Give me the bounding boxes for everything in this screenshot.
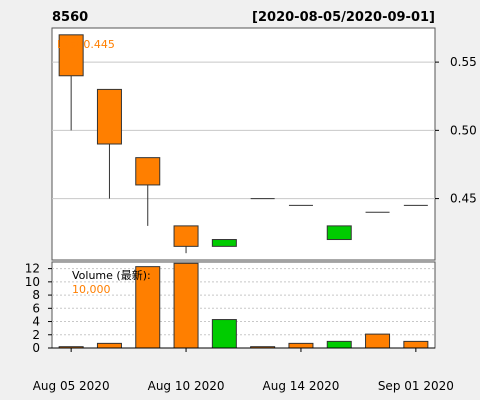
candle-body	[135, 157, 161, 186]
price-tick-label: 0.55	[450, 55, 477, 69]
x-tick-label: Aug 14 2020	[263, 379, 340, 393]
chart-date-range: [2020-08-05/2020-09-01]	[252, 10, 435, 25]
volume-tick-label: 6	[32, 301, 40, 315]
volume-bar	[326, 340, 352, 349]
price-tick-label: 0.45	[450, 192, 477, 206]
x-tick-label: Aug 10 2020	[148, 379, 225, 393]
volume-tick-label: 4	[32, 315, 40, 329]
x-axis: Aug 05 2020 Aug 10 2020 Aug 14 2020 Sep 01 …	[33, 347, 454, 393]
volume-bar	[365, 333, 391, 349]
volume-bar	[288, 342, 314, 349]
volume-legend-title: Volume (最新):	[72, 268, 151, 282]
last-price-label: Last 0.445	[57, 38, 115, 51]
volume-bar	[96, 342, 122, 349]
chart-symbol: 8560	[52, 10, 88, 25]
volume-tick-label: 10	[25, 275, 40, 289]
volume-legend-value: 10,000	[72, 283, 111, 296]
volume-bar	[173, 262, 199, 349]
candle-body	[173, 225, 199, 247]
price-panel: 0.55 0.50 0.45 Last 0.445	[51, 27, 477, 261]
volume-tick-label: 12	[25, 262, 40, 276]
volume-bar	[211, 319, 237, 349]
candle-body	[326, 225, 352, 241]
volume-tick-label: 2	[32, 328, 40, 342]
x-tick-label: Aug 05 2020	[33, 379, 110, 393]
volume-bar	[403, 340, 429, 349]
volume-tick-label: 8	[32, 288, 40, 302]
candle-body	[58, 34, 84, 77]
candle-body	[96, 88, 122, 145]
volume-tick-label: 0	[32, 341, 40, 355]
price-tick-label: 0.50	[450, 123, 477, 137]
candle-body	[211, 239, 237, 247]
x-tick-label: Sep 01 2020	[378, 379, 454, 393]
